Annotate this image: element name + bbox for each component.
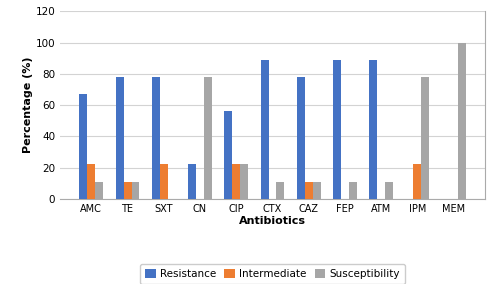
Bar — [224, 111, 232, 199]
Bar — [312, 182, 320, 199]
Bar — [88, 164, 96, 199]
Bar — [370, 60, 377, 199]
Legend: Resistance, Intermediate, Susceptibility: Resistance, Intermediate, Susceptibility — [140, 264, 405, 284]
Bar — [385, 182, 393, 199]
Bar — [116, 77, 124, 199]
Bar — [414, 164, 422, 199]
Bar — [333, 60, 341, 199]
Bar — [132, 182, 140, 199]
Bar — [305, 182, 312, 199]
Bar — [152, 77, 160, 199]
Bar — [422, 77, 430, 199]
Bar — [260, 60, 268, 199]
Bar — [240, 164, 248, 199]
X-axis label: Antibiotics: Antibiotics — [239, 216, 306, 226]
Y-axis label: Percentage (%): Percentage (%) — [22, 57, 32, 153]
Bar — [80, 94, 88, 199]
Bar — [160, 164, 168, 199]
Bar — [232, 164, 240, 199]
Bar — [458, 43, 466, 199]
Bar — [276, 182, 284, 199]
Bar — [188, 164, 196, 199]
Bar — [96, 182, 103, 199]
Bar — [204, 77, 212, 199]
Bar — [297, 77, 305, 199]
Bar — [124, 182, 132, 199]
Bar — [349, 182, 357, 199]
